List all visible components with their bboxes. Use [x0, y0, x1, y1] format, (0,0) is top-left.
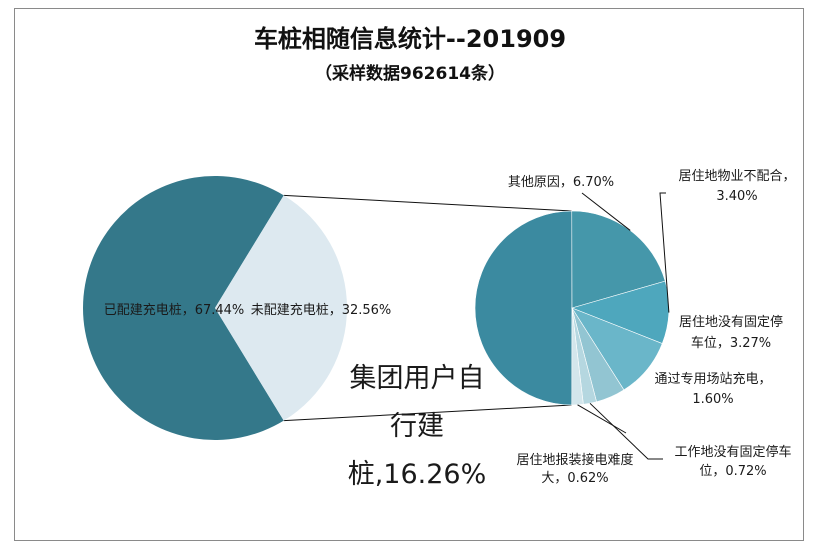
chart-subtitle: （采样数据962614条）	[315, 63, 505, 84]
chart-title: 车桩相随信息统计--201909	[254, 25, 566, 53]
leader-line-居住地报装接电难度大	[577, 404, 627, 434]
data-label-居住地没有固定停车位: 居住地没有固定停车位，3.27%	[679, 314, 783, 351]
breakdown-pie-slice-0	[474, 210, 573, 406]
data-label-居住地物业不配合: 居住地物业不配合， 3.40%	[678, 169, 795, 204]
leader-line-工作地没有固定停车位	[589, 402, 663, 460]
data-label-已配建充电桩: 已配建充电桩，67.44%	[104, 302, 245, 318]
leader-lines	[577, 192, 670, 460]
main-pie-slice-0	[83, 176, 284, 441]
data-label-通过专用场站充电: 通过专用场站充电， 1.60%	[654, 371, 771, 407]
data-labels: 已配建充电桩，67.44% 未配建充电桩，32.56% 集团用户自行建桩,16.26…	[104, 169, 796, 490]
data-label-其他原因: 其他原因，6.70%	[508, 175, 614, 190]
connector-line-bottom	[283, 404, 572, 422]
data-label-居住地报装接电难度大: 居住地报装接电难度大，0.62%	[516, 452, 633, 486]
pie-of-pie-chart: 车桩相随信息统计--201909 （采样数据962614条） 已配建充电桩，67…	[83, 25, 796, 490]
leader-line-其他原因	[581, 192, 631, 231]
leader-line-居住地物业不配合	[659, 192, 670, 313]
main-pie-slice-1	[215, 195, 348, 421]
connector-line-top	[283, 194, 572, 212]
data-label-工作地没有固定停车位: 工作地没有固定停车位，0.72%	[674, 444, 791, 479]
data-label-未配建充电桩: 未配建充电桩，32.56%	[251, 302, 392, 318]
data-label-集团用户自行建桩: 集团用户自行建桩,16.26%	[348, 363, 487, 490]
main-pie	[83, 176, 348, 441]
connector-lines	[283, 194, 572, 422]
chart-frame: 车桩相随信息统计--201909 （采样数据962614条） 已配建充电桩，67…	[14, 8, 804, 541]
breakdown-pie	[474, 210, 670, 406]
